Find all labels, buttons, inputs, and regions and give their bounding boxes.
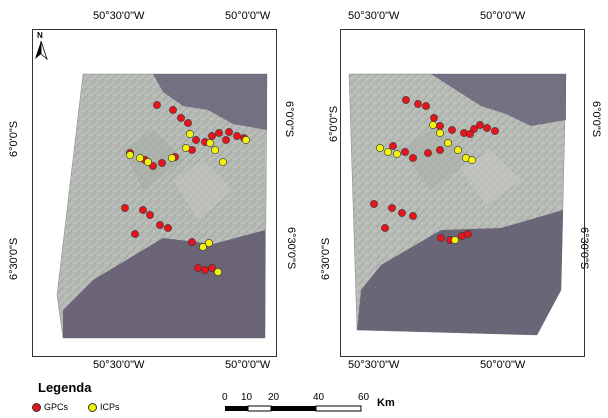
scale-tick-10: 10 <box>241 392 253 403</box>
map2-left-lat-label-1: 6°0'0"S <box>328 105 340 142</box>
dark-region-left-bottom <box>63 230 265 338</box>
gcp-symbol-icon <box>32 402 41 412</box>
map1-bottom-lon-label-2: 50°0'0"W <box>225 359 271 371</box>
map-frame-right <box>340 29 585 357</box>
dark-region-right-top <box>431 74 566 126</box>
map2-top-lon-label-1: 50°30'0"W <box>348 10 400 22</box>
legend-item-icps: ICPs <box>88 402 120 412</box>
scale-tick-40: 40 <box>313 392 325 403</box>
map2-right-lat-label-1: 6°0'0"S <box>590 101 602 138</box>
scale-bar: 0 10 20 40 60 Km <box>222 392 405 416</box>
map2-right-lat-label-2: 6°30'0"S <box>578 227 590 270</box>
map-frame-left <box>32 29 277 357</box>
map-image-left <box>56 73 268 339</box>
dark-region-right-bottom <box>357 210 563 335</box>
map1-left-lat-label-1: 6°0'0"S <box>8 120 20 157</box>
scale-tick-60: 60 <box>358 392 370 403</box>
legend-item-gcps: GPCs <box>32 402 68 412</box>
map-image-right <box>348 73 567 336</box>
map2-bottom-lon-label-1: 50°30'0"W <box>348 359 400 371</box>
map1-top-lon-label-2: 50°0'0"W <box>225 10 271 22</box>
map1-left-lat-label-2: 6°30'0"S <box>8 237 20 280</box>
map1-right-lat-label-2: 6°30'0"S <box>285 227 297 270</box>
dark-region-left-top <box>153 74 267 130</box>
scale-unit: Km <box>377 397 395 409</box>
north-arrow: N <box>34 31 48 61</box>
north-arrow-icon <box>35 41 48 61</box>
map2-bottom-lon-label-2: 50°0'0"W <box>480 359 526 371</box>
map1-right-lat-label-1: 6°0'0"S <box>283 101 295 138</box>
scale-tick-20: 20 <box>268 392 280 403</box>
map2-top-lon-label-2: 50°0'0"W <box>480 10 526 22</box>
scale-bar-graphic <box>225 405 362 412</box>
map1-top-lon-label-1: 50°30'0"W <box>93 10 145 22</box>
map1-bottom-lon-label-1: 50°30'0"W <box>93 359 145 371</box>
legend-label-icps: ICPs <box>100 402 120 412</box>
legend-label-gcps: GPCs <box>44 402 69 412</box>
icp-symbol-icon <box>88 402 97 412</box>
north-arrow-label: N <box>37 31 43 40</box>
legend-title: Legenda <box>38 380 92 395</box>
map2-left-lat-label-2: 6°30'0"S <box>320 237 332 280</box>
scale-tick-0: 0 <box>222 392 228 403</box>
